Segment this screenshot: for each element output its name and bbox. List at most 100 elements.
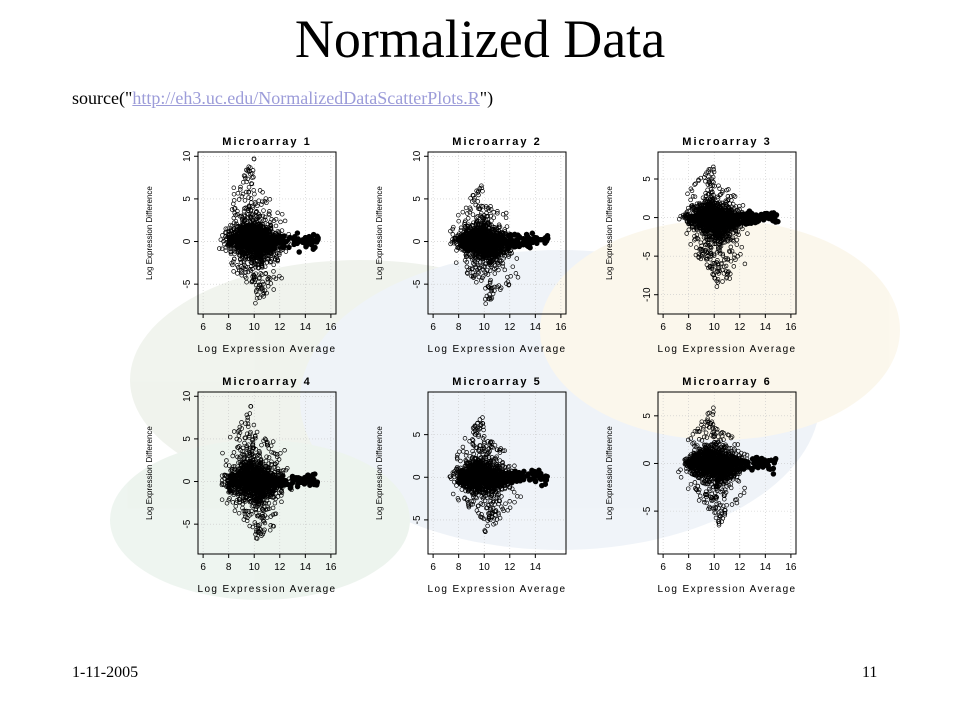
data-point	[698, 240, 704, 245]
data-point	[275, 210, 280, 216]
data-point	[458, 225, 464, 231]
data-point	[244, 279, 249, 285]
data-point	[503, 215, 509, 221]
data-point	[255, 203, 260, 209]
data-point	[486, 226, 492, 231]
data-point	[472, 195, 477, 201]
data-point	[737, 203, 742, 209]
data-point	[705, 256, 710, 262]
data-point	[480, 251, 485, 256]
data-point	[496, 267, 501, 273]
data-point	[727, 223, 734, 230]
data-point	[508, 274, 513, 279]
scatter-plot-microarray-2: Microarray 2 6 8 10 12 14 16 -5 0 5 10 Log Expressi…	[370, 130, 602, 358]
data-point	[716, 271, 721, 276]
data-point	[715, 236, 721, 241]
data-point	[708, 256, 713, 262]
data-point	[266, 211, 272, 217]
data-point	[276, 250, 282, 256]
data-point	[703, 219, 709, 226]
data-point	[723, 204, 729, 209]
data-point	[250, 168, 256, 173]
data-point	[264, 237, 271, 244]
data-point	[733, 229, 739, 234]
plot-frame	[427, 151, 567, 315]
data-point	[250, 249, 255, 255]
data-point	[711, 179, 716, 185]
data-point	[238, 187, 243, 192]
data-point	[722, 229, 728, 234]
data-point	[470, 212, 476, 217]
data-point	[258, 256, 263, 262]
data-point	[294, 230, 301, 236]
data-point	[733, 257, 738, 262]
data-point	[720, 251, 726, 257]
data-point	[725, 256, 730, 261]
data-point	[223, 248, 229, 253]
data-point	[684, 209, 690, 215]
data-point	[271, 287, 276, 292]
data-point	[471, 275, 476, 280]
data-point	[240, 191, 246, 197]
data-point	[707, 244, 713, 250]
data-point	[468, 242, 474, 248]
data-point	[479, 220, 484, 226]
data-point	[480, 253, 486, 259]
data-point	[487, 262, 492, 267]
data-point	[495, 230, 501, 236]
data-point	[236, 267, 242, 273]
data-point	[714, 278, 720, 284]
data-point	[233, 218, 239, 224]
data-point	[452, 237, 458, 243]
data-point	[477, 228, 483, 234]
data-point	[514, 256, 520, 261]
data-point	[705, 240, 711, 245]
data-point	[485, 267, 490, 273]
data-point	[475, 225, 480, 231]
data-point	[264, 200, 269, 206]
data-point	[705, 225, 710, 230]
data-point	[243, 250, 248, 256]
data-point	[482, 236, 488, 242]
data-point	[716, 202, 721, 207]
data-point	[221, 239, 226, 244]
data-point	[735, 208, 740, 213]
data-point	[232, 210, 237, 216]
data-point	[251, 231, 256, 236]
data-point	[454, 248, 459, 253]
data-point	[476, 188, 481, 194]
data-point	[720, 279, 725, 284]
x-tick-label: 6	[200, 322, 206, 333]
data-point	[711, 167, 716, 172]
data-point	[472, 262, 477, 268]
data-point	[720, 267, 725, 273]
data-point	[507, 251, 513, 257]
data-point	[273, 223, 279, 229]
data-point	[529, 239, 536, 246]
scatter-plot-microarray-1: Microarray 1 6 8 10 12 14 16 -5 0 5 10 Log Expressi…	[140, 130, 372, 358]
data-point	[498, 258, 504, 264]
data-point	[264, 290, 269, 296]
data-point	[252, 260, 258, 266]
data-point	[235, 240, 242, 246]
data-point	[476, 204, 481, 209]
data-point	[715, 268, 720, 274]
data-point	[692, 182, 697, 187]
data-point	[246, 190, 251, 195]
data-point	[239, 268, 244, 273]
data-point	[471, 249, 477, 255]
data-point	[470, 228, 476, 233]
data-point	[482, 264, 488, 269]
data-point	[450, 232, 456, 237]
data-point	[717, 186, 722, 191]
data-point	[462, 222, 467, 227]
x-tick-label: 10	[249, 322, 261, 333]
y-tick-label: 0	[182, 238, 193, 244]
data-point	[695, 235, 700, 241]
source-link[interactable]: http://eh3.uc.edu/NormalizedDataScatterP…	[132, 88, 480, 108]
data-point	[725, 194, 731, 199]
x-tick-label: 12	[504, 322, 516, 333]
data-point	[729, 248, 735, 254]
data-point	[711, 169, 717, 175]
